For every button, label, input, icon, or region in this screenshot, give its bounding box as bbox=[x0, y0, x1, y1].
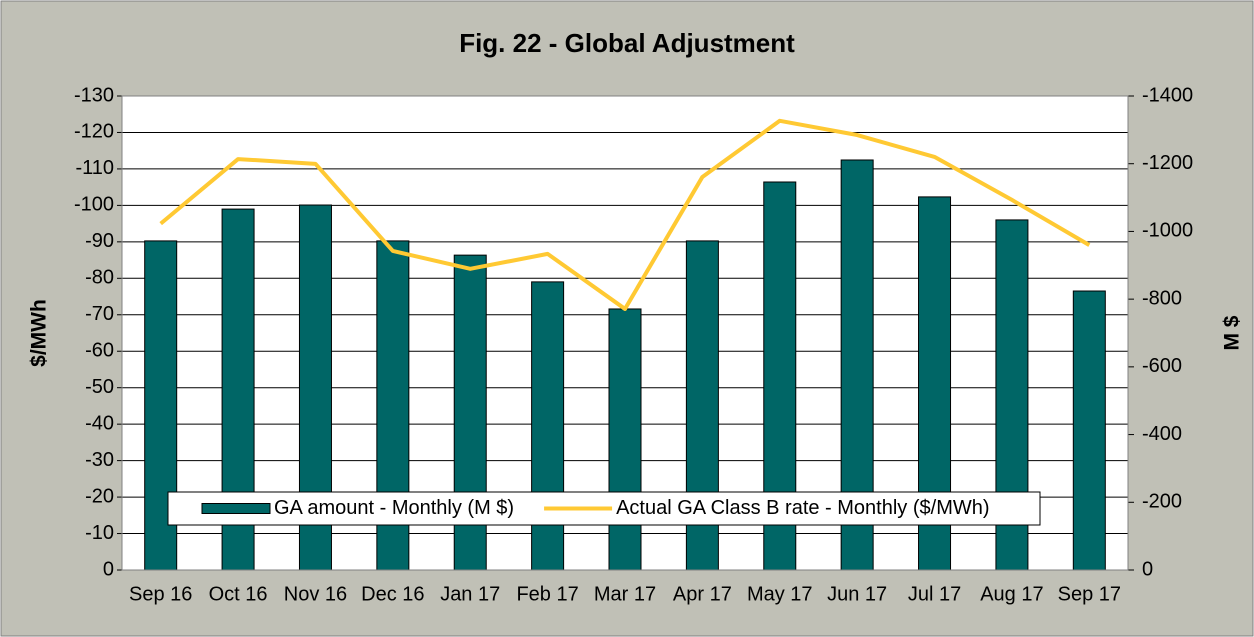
x-tick-label: Aug 17 bbox=[980, 583, 1043, 605]
y-tick-label: -40 bbox=[85, 412, 114, 434]
y-tick-label: -10 bbox=[85, 522, 114, 544]
x-tick-label: Dec 16 bbox=[361, 583, 424, 605]
x-tick-label: Jan 17 bbox=[440, 583, 500, 605]
legend-swatch bbox=[201, 503, 271, 514]
x-tick-label: Nov 16 bbox=[284, 583, 347, 605]
bar bbox=[1072, 290, 1106, 571]
y-tick-label: -60 bbox=[85, 340, 114, 362]
x-tick-label: May 17 bbox=[747, 583, 813, 605]
y2-tick-label: -200 bbox=[1142, 491, 1182, 513]
x-tick-label: Oct 16 bbox=[209, 583, 268, 605]
legend-label: Actual GA Class B rate - Monthly ($/MWh) bbox=[616, 497, 989, 519]
y2-tick-label: -1000 bbox=[1142, 220, 1193, 242]
y-tick-label: -20 bbox=[85, 485, 114, 507]
y2-tick-label: 0 bbox=[1142, 558, 1153, 580]
x-tick-label: Jun 17 bbox=[827, 583, 887, 605]
bar bbox=[531, 281, 565, 571]
y-tick-label: -50 bbox=[85, 376, 114, 398]
y2-tick-label: -800 bbox=[1142, 287, 1182, 309]
x-tick-label: Sep 16 bbox=[129, 583, 192, 605]
y-tick-label: -30 bbox=[85, 449, 114, 471]
y2-axis-label: M $ bbox=[1221, 315, 1244, 350]
plot-border bbox=[121, 95, 1129, 571]
x-tick-label: Jul 17 bbox=[908, 583, 961, 605]
y-tick-label: -110 bbox=[75, 157, 114, 179]
y2-tick-label: -1200 bbox=[1142, 152, 1193, 174]
y2-tick-label: -1400 bbox=[1142, 84, 1193, 106]
y-tick-label: -130 bbox=[74, 84, 114, 106]
x-tick-label: Feb 17 bbox=[516, 583, 578, 605]
chart-title: Fig. 22 - Global Adjustment bbox=[459, 28, 795, 58]
y-tick-label: -120 bbox=[74, 121, 114, 143]
y-tick-label: -80 bbox=[85, 267, 114, 289]
bar bbox=[608, 308, 642, 571]
y-tick-label: -100 bbox=[74, 194, 114, 216]
x-tick-label: Apr 17 bbox=[673, 583, 732, 605]
y-tick-label: -70 bbox=[85, 303, 114, 325]
line bbox=[159, 118, 1091, 311]
y2-tick-label: -400 bbox=[1142, 423, 1182, 445]
y-tick-label: 0 bbox=[103, 558, 114, 580]
legend-label: GA amount - Monthly (M $) bbox=[274, 497, 514, 519]
y-axis-label: $/MWh bbox=[28, 299, 51, 367]
y-tick-label: -90 bbox=[85, 230, 114, 252]
x-tick-label: Sep 17 bbox=[1058, 583, 1121, 605]
y2-tick-label: -600 bbox=[1142, 355, 1182, 377]
x-tick-label: Mar 17 bbox=[594, 583, 656, 605]
